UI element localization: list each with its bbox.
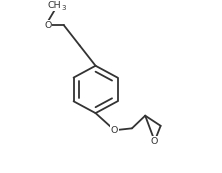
Text: 3: 3: [61, 5, 65, 11]
Text: CH: CH: [48, 1, 61, 10]
Text: O: O: [44, 21, 52, 30]
Text: O: O: [151, 136, 158, 145]
Text: O: O: [111, 126, 118, 135]
